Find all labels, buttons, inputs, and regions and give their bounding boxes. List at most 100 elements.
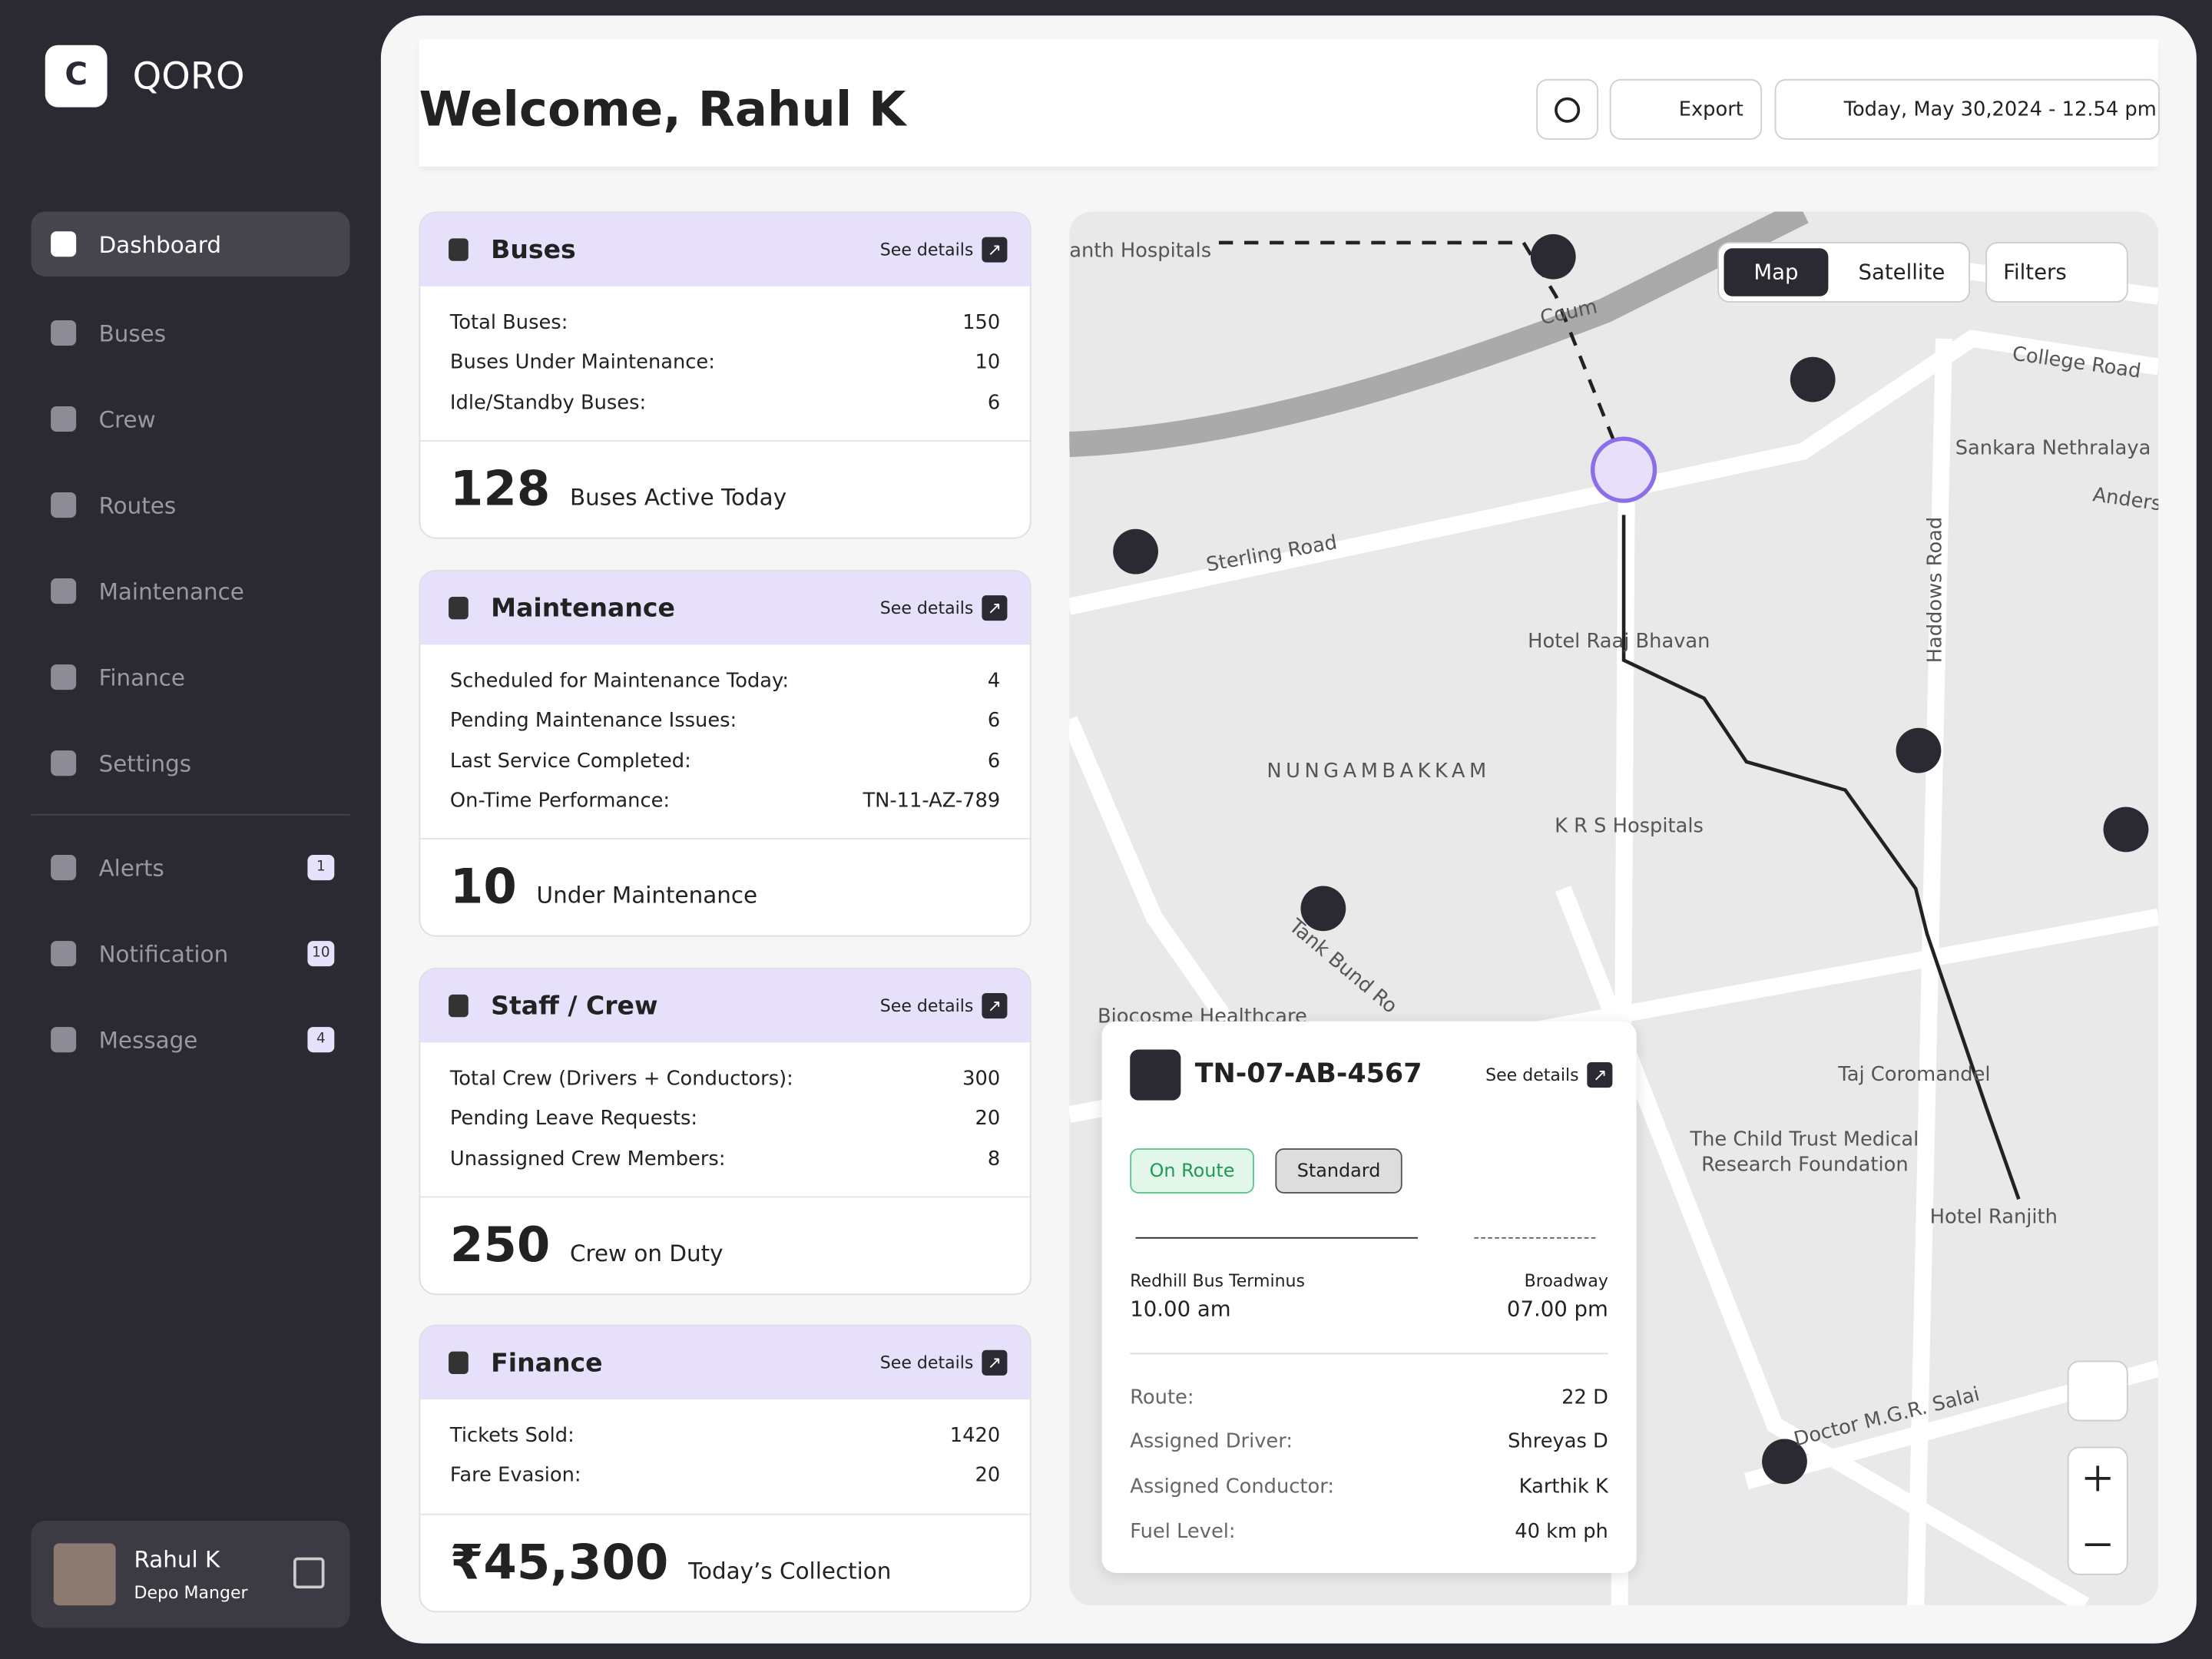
popup-row: Assigned Driver: Shreyas D <box>1101 1420 1636 1465</box>
nav-icon <box>51 664 77 690</box>
nav-badge: 10 <box>307 941 335 967</box>
user-name: Rahul K <box>134 1546 220 1573</box>
date-label: Today, May 30,2024 - 12.54 pm <box>1843 98 2157 121</box>
nav-item[interactable]: Buses <box>31 300 349 365</box>
card-summary: 128 Buses Active Today <box>420 439 1030 538</box>
card-row: Total Buses: 150 <box>420 303 1029 343</box>
logout[interactable] <box>293 1557 325 1589</box>
popup-rows: Route: 22 D Assigned Driver: Shreyas D Assig… <box>1101 1376 1636 1554</box>
card-row: Idle/Standby Buses: 6 <box>420 383 1029 423</box>
nav-label: Alerts <box>98 854 164 882</box>
card-title: Maintenance <box>491 593 675 623</box>
nav-badge: 1 <box>307 855 335 881</box>
stat-card: Finance See details ↗ Tickets Sold: 1420 Fare… <box>419 1324 1031 1612</box>
card-summary: ₹45,300 Today’s Collection <box>420 1513 1030 1611</box>
row-label: Route: <box>1130 1386 1194 1409</box>
stat-card: Staff / Crew See details ↗ Total Crew (Driv… <box>419 968 1031 1295</box>
card-icon <box>449 596 469 620</box>
date-button[interactable]: Today, May 30,2024 - 12.54 pm <box>1774 78 2161 140</box>
nav-item[interactable]: Settings <box>31 730 349 795</box>
card-row: Pending Leave Requests: 20 <box>420 1099 1029 1139</box>
row-value: 10 <box>975 352 1001 375</box>
active-bus <box>1590 436 1657 503</box>
zoom-control[interactable] <box>2067 1446 2128 1575</box>
nav-item[interactable]: Alerts 1 <box>31 835 349 899</box>
export-button[interactable]: Export <box>1609 78 1763 140</box>
nav-label: Notification <box>98 940 229 968</box>
see-details[interactable]: See details ↗ <box>880 993 1008 1019</box>
search-button[interactable] <box>1536 78 1599 140</box>
stat-card: Buses See details ↗ Total Buses: 150 Buses Un… <box>419 211 1031 539</box>
map-label: NUNGAMBAKKAM <box>1267 760 1490 783</box>
row-label: Total Crew (Drivers + Conductors): <box>449 1068 793 1091</box>
export-label: Export <box>1678 98 1743 121</box>
filters-label[interactable]: Filters <box>2003 260 2067 285</box>
card-row: Buses Under Maintenance: 10 <box>420 343 1029 383</box>
nav-label: Message <box>98 1026 198 1054</box>
map-tab-active[interactable] <box>1724 248 1829 296</box>
search-icon <box>1555 96 1581 122</box>
row-label: Fare Evasion: <box>449 1465 581 1488</box>
row-value: 1420 <box>949 1425 1001 1448</box>
nav-item[interactable]: Dashboard <box>31 211 350 277</box>
brand: QORO <box>132 56 245 99</box>
progress-left <box>1474 1237 1596 1239</box>
nav-item[interactable]: Finance <box>31 644 349 709</box>
see-details[interactable]: See details ↗ <box>880 595 1008 621</box>
logo: C <box>45 45 108 108</box>
popup-row: Assigned Conductor: Karthik K <box>1101 1465 1636 1509</box>
nav-label: Crew <box>98 406 156 432</box>
map-label: The Child Trust Medical <box>1689 1128 1919 1151</box>
filters-button[interactable] <box>1985 242 2128 303</box>
nav-label: Finance <box>98 664 186 691</box>
map-tab[interactable]: Map <box>1753 260 1798 285</box>
locate-button[interactable] <box>2067 1360 2128 1422</box>
nav-icon <box>51 231 77 257</box>
row-label: Fuel Level: <box>1130 1520 1236 1543</box>
card-row: Pending Maintenance Issues: 6 <box>420 701 1029 741</box>
category-chip: Standard <box>1275 1148 1402 1194</box>
popup-link-text: See details <box>1485 1065 1579 1085</box>
card-icon <box>449 1351 469 1374</box>
card-title: Staff / Crew <box>491 991 658 1021</box>
progress-done <box>1135 1237 1418 1239</box>
welcome: Welcome, Rahul K <box>419 81 906 139</box>
river <box>1069 211 1809 458</box>
nav-label: Buses <box>98 320 167 346</box>
nav-item[interactable]: Maintenance <box>31 558 349 623</box>
nav-item[interactable]: Notification 10 <box>31 921 349 985</box>
stat-card: Maintenance See details ↗ Scheduled for Mai… <box>419 570 1031 937</box>
nav-item[interactable]: Message 4 <box>31 1007 349 1071</box>
status-chip: On Route <box>1130 1148 1254 1194</box>
card-summary: 250 Crew on Duty <box>420 1196 1030 1293</box>
see-details[interactable]: See details ↗ <box>880 237 1008 263</box>
nav-item[interactable]: Crew <box>31 386 349 451</box>
summary-value: 250 <box>449 1217 551 1274</box>
see-details[interactable]: See details ↗ <box>880 1349 1008 1376</box>
row-value: 6 <box>987 710 1001 733</box>
row-label: Pending Leave Requests: <box>449 1108 698 1131</box>
popup-link[interactable]: See details ↗ <box>1485 1062 1613 1088</box>
card-title: Finance <box>491 1348 603 1378</box>
row-label: Pending Maintenance Issues: <box>449 710 737 733</box>
summary-value: 128 <box>449 461 551 518</box>
divider <box>1130 1353 1608 1355</box>
card-header: Buses See details ↗ <box>420 213 1030 286</box>
card-row: Fare Evasion: 20 <box>420 1456 1029 1496</box>
bus-popup: TN-07-AB-4567 See details ↗ On Route Stan… <box>1101 1021 1637 1573</box>
nav-item[interactable]: Routes <box>31 472 349 537</box>
row-label: Unassigned Crew Members: <box>449 1147 726 1171</box>
nav-label: Dashboard <box>98 230 222 258</box>
arrow: ↗ <box>1587 1062 1613 1088</box>
nav-icon <box>51 855 77 881</box>
nav-badge: 4 <box>307 1027 335 1053</box>
card-rows: Scheduled for Maintenance Today: 4 Pending… <box>420 644 1029 838</box>
row-value: 8 <box>987 1147 1001 1171</box>
card-row: Tickets Sold: 1420 <box>420 1416 1029 1456</box>
nav-icon <box>51 578 77 604</box>
card-row: Unassigned Crew Members: 8 <box>420 1139 1029 1179</box>
to: Broadway <box>1524 1270 1608 1291</box>
card-row: On-Time Performance: TN-11-AZ-789 <box>420 781 1029 821</box>
map-tab[interactable]: Satellite <box>1859 260 1945 285</box>
